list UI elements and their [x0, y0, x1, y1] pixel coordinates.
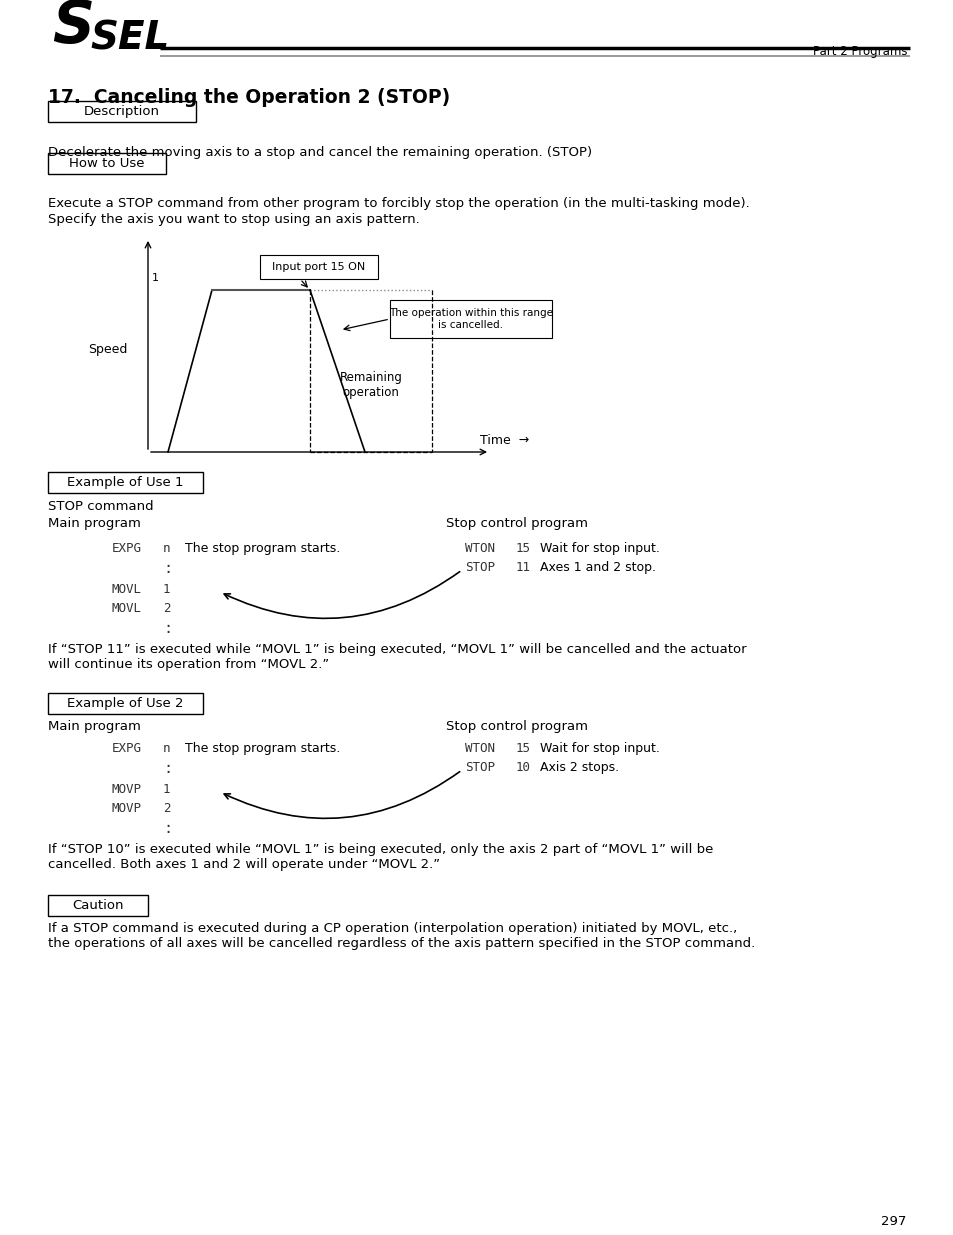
Text: MOVL: MOVL [112, 583, 142, 597]
Text: Wait for stop input.: Wait for stop input. [539, 542, 659, 555]
Text: The stop program starts.: The stop program starts. [185, 542, 340, 555]
Bar [48, 895, 148, 916]
Text: If “STOP 11” is executed while “MOVL 1” is being executed, “MOVL 1” will be canc: If “STOP 11” is executed while “MOVL 1” … [48, 643, 746, 671]
Text: WTON: WTON [464, 742, 495, 755]
Bar [390, 300, 552, 338]
Text: Input port 15 ON: Input port 15 ON [273, 262, 365, 272]
Text: Example of Use 2: Example of Use 2 [67, 697, 183, 710]
FancyArrowPatch shape [224, 572, 459, 619]
Text: 1: 1 [163, 783, 171, 797]
Text: :: : [163, 761, 172, 776]
Text: The stop program starts.: The stop program starts. [185, 742, 340, 755]
Bar [48, 101, 195, 122]
Text: STOP command: STOP command [48, 500, 153, 513]
Bar [48, 153, 166, 174]
Text: Speed: Speed [89, 343, 128, 357]
Text: Specify the axis you want to stop using an axis pattern.: Specify the axis you want to stop using … [48, 212, 419, 226]
Text: EXPG: EXPG [112, 542, 142, 555]
Text: Caution: Caution [72, 899, 124, 911]
Text: 15: 15 [516, 542, 531, 555]
Text: $\bfit{S}$: $\bfit{S}$ [52, 0, 92, 56]
Text: If “STOP 10” is executed while “MOVL 1” is being executed, only the axis 2 part : If “STOP 10” is executed while “MOVL 1” … [48, 844, 713, 871]
Text: 2: 2 [163, 802, 171, 815]
Text: 15: 15 [516, 742, 531, 755]
Text: SEL: SEL [90, 20, 169, 58]
Text: Axes 1 and 2 stop.: Axes 1 and 2 stop. [539, 561, 656, 574]
Text: Remaining
operation: Remaining operation [339, 370, 402, 399]
Text: n: n [163, 542, 171, 555]
Text: MOVP: MOVP [112, 783, 142, 797]
Text: Wait for stop input.: Wait for stop input. [539, 742, 659, 755]
Text: :: : [163, 561, 172, 576]
Bar [260, 254, 377, 279]
Text: MOVL: MOVL [112, 601, 142, 615]
Text: :: : [163, 821, 172, 836]
Text: WTON: WTON [464, 542, 495, 555]
Text: n: n [163, 742, 171, 755]
Text: Example of Use 1: Example of Use 1 [67, 475, 183, 489]
Text: 10: 10 [516, 761, 531, 774]
Text: 297: 297 [880, 1215, 905, 1228]
Text: Main program: Main program [48, 517, 141, 530]
Text: 1: 1 [152, 273, 159, 283]
Text: How to Use: How to Use [70, 157, 145, 170]
Bar [48, 472, 203, 493]
Text: Description: Description [84, 105, 160, 119]
Text: The operation within this range
is cancelled.: The operation within this range is cance… [389, 309, 553, 330]
Text: EXPG: EXPG [112, 742, 142, 755]
Text: STOP: STOP [464, 561, 495, 574]
Text: Stop control program: Stop control program [446, 517, 587, 530]
Text: 2: 2 [163, 601, 171, 615]
Text: Time  →: Time → [479, 433, 529, 447]
Text: If a STOP command is executed during a CP operation (interpolation operation) in: If a STOP command is executed during a C… [48, 923, 755, 950]
Text: Part 2 Programs: Part 2 Programs [813, 46, 907, 58]
Bar [48, 693, 203, 714]
Text: STOP: STOP [464, 761, 495, 774]
Text: :: : [163, 621, 172, 636]
Text: Axis 2 stops.: Axis 2 stops. [539, 761, 618, 774]
Text: 1: 1 [163, 583, 171, 597]
Text: Execute a STOP command from other program to forcibly stop the operation (in the: Execute a STOP command from other progra… [48, 198, 749, 210]
Text: Stop control program: Stop control program [446, 720, 587, 734]
FancyArrowPatch shape [224, 772, 459, 819]
Text: MOVP: MOVP [112, 802, 142, 815]
Text: Main program: Main program [48, 720, 141, 734]
Text: Decelerate the moving axis to a stop and cancel the remaining operation. (STOP): Decelerate the moving axis to a stop and… [48, 146, 592, 159]
Text: 17.  Canceling the Operation 2 (STOP): 17. Canceling the Operation 2 (STOP) [48, 88, 450, 107]
Text: 11: 11 [516, 561, 531, 574]
